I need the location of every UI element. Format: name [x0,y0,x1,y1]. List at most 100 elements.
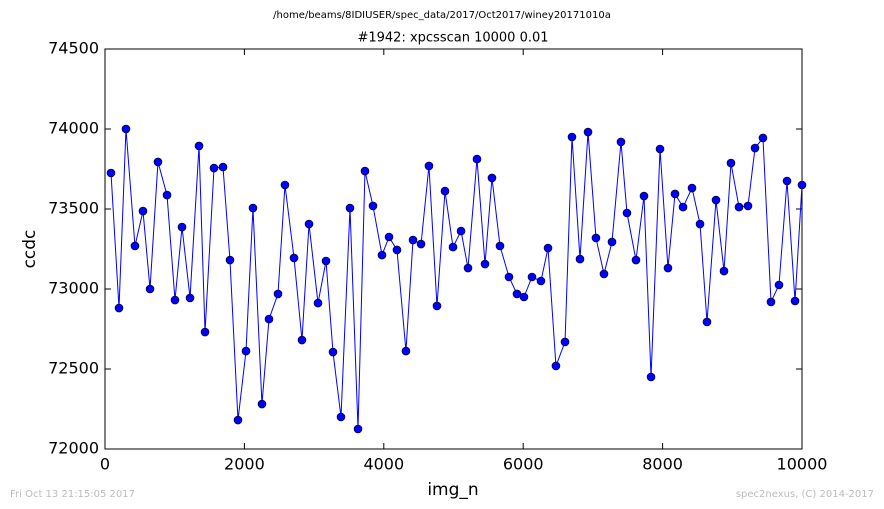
y-tick-label: 72000 [48,439,99,458]
data-point [280,180,290,190]
y-tick-label: 73500 [48,199,99,218]
data-point [289,253,299,263]
data-point [750,143,760,153]
data-point [487,173,497,183]
chart-subtitle: #1942: xpcsscan 10000 0.01 [357,31,548,46]
data-point [622,208,632,218]
footer-right: spec2nexus, (C) 2014-2017 [736,489,874,500]
y-tick-label: 72500 [48,359,99,378]
data-point [646,372,656,382]
data-point [743,201,753,211]
data-point [313,298,323,308]
data-point [687,183,697,193]
data-point [257,399,267,409]
data-point [328,347,338,357]
footer-left: Fri Oct 13 21:15:05 2017 [10,489,135,500]
data-point [774,280,784,290]
data-point [130,241,140,251]
data-point [543,243,553,253]
data-point [416,239,426,249]
data-point [162,190,172,200]
data-point [273,289,283,299]
data-point [360,166,370,176]
data-point [264,314,274,324]
data-point [790,296,800,306]
data-point [448,242,458,252]
data-point [536,276,546,286]
chart-title: /home/beams/8IDIUSER/spec_data/2017/Oct2… [273,10,611,21]
data-point [304,219,314,229]
data-point [177,222,187,232]
data-point [241,346,251,356]
data-point [567,132,577,142]
data-point [170,295,180,305]
data-point [797,180,807,190]
data-point [583,127,593,137]
data-point [670,189,680,199]
series-line [110,128,803,430]
data-point [495,241,505,251]
x-tick-label: 4000 [363,455,404,474]
x-axis-label: img_n [427,480,478,500]
data-point [384,232,394,242]
data-point [639,191,649,201]
y-axis-label: ccdc [20,230,40,269]
x-tick-label: 0 [100,455,110,474]
y-tick-label: 74500 [48,39,99,58]
data-point [726,158,736,168]
data-point [225,255,235,265]
y-tick-label: 73000 [48,279,99,298]
data-point [153,157,163,167]
data-point [702,317,712,327]
data-point [519,292,529,302]
data-point [408,235,418,245]
data-point [782,176,792,186]
data-point [504,272,514,282]
data-point [424,161,434,171]
data-point [695,219,705,229]
data-point [185,293,195,303]
data-point [353,424,363,434]
data-point [678,202,688,212]
data-point [368,201,378,211]
data-point [336,412,346,422]
data-point [233,415,243,425]
data-point [456,226,466,236]
data-point [377,250,387,260]
data-point [734,202,744,212]
data-point [392,245,402,255]
data-point [209,163,219,173]
data-point [321,256,331,266]
data-point [711,195,721,205]
data-point [575,254,585,264]
data-point [200,327,210,337]
data-point [591,233,601,243]
plot-frame [104,48,803,450]
x-tick-label: 6000 [503,455,544,474]
data-point [655,144,665,154]
data-point [248,203,258,213]
data-point [440,186,450,196]
data-point [719,266,729,276]
data-point [551,361,561,371]
x-tick-label: 2000 [224,455,265,474]
x-tick-label: 10000 [777,455,828,474]
data-point [114,303,124,313]
data-point [463,263,473,273]
data-point [560,337,570,347]
data-point [758,133,768,143]
data-point [527,272,537,282]
data-point [194,141,204,151]
data-point [218,162,228,172]
data-point [138,206,148,216]
x-tick-label: 8000 [642,455,683,474]
data-point [631,255,641,265]
data-point [345,203,355,213]
data-point [432,301,442,311]
data-point [766,297,776,307]
data-point [607,237,617,247]
data-point [472,154,482,164]
data-point [121,124,131,134]
data-point [616,137,626,147]
